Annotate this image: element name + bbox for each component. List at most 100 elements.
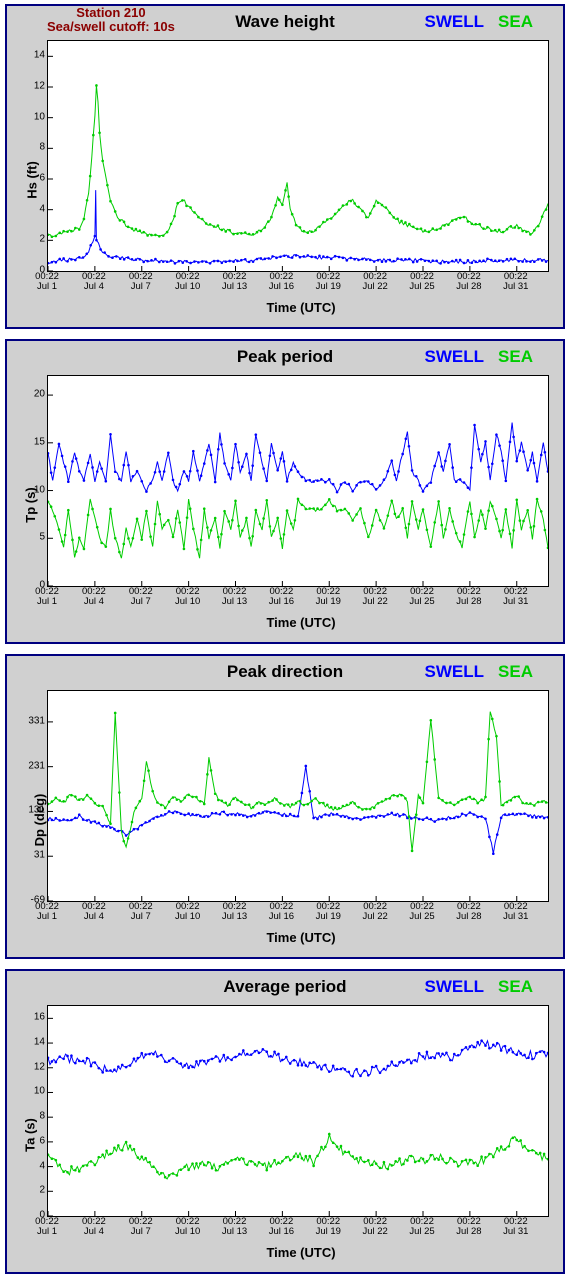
series-point-sea xyxy=(433,1158,436,1161)
series-point-swell xyxy=(336,813,339,816)
series-point-swell xyxy=(457,1054,460,1057)
series-point-sea xyxy=(347,512,350,515)
series-point-swell xyxy=(363,1069,366,1072)
series-point-sea xyxy=(138,800,141,803)
series-point-swell xyxy=(210,454,213,457)
series-point-sea xyxy=(419,796,422,799)
series-point-sea xyxy=(109,822,112,825)
series-point-sea xyxy=(336,510,339,513)
panel-wave-height: Station 210Sea/swell cutoff: 10sWave hei… xyxy=(5,4,565,329)
series-point-swell xyxy=(526,469,529,472)
series-point-sea xyxy=(422,1158,425,1161)
xtick-date: Jul 13 xyxy=(222,912,247,922)
series-point-sea xyxy=(287,195,290,198)
series-point-sea xyxy=(344,1151,347,1154)
xtick-date: Jul 7 xyxy=(129,912,153,922)
xtick-date: Jul 1 xyxy=(35,282,59,292)
series-point-swell xyxy=(301,1064,304,1067)
series-point-swell xyxy=(244,258,247,261)
series-point-swell xyxy=(168,1060,171,1063)
ytick: 131 xyxy=(21,805,45,816)
series-point-swell xyxy=(332,483,335,486)
series-point-swell xyxy=(357,259,360,262)
series-point-sea xyxy=(176,202,179,205)
series-point-sea xyxy=(98,131,101,134)
series-point-swell xyxy=(439,262,442,265)
series-point-sea xyxy=(467,220,470,223)
series-point-sea xyxy=(470,513,473,516)
series-point-sea xyxy=(89,175,92,178)
series-point-swell xyxy=(498,444,501,447)
series-point-swell xyxy=(401,453,404,456)
series-point-swell xyxy=(481,453,484,456)
series-point-sea xyxy=(301,503,304,506)
series-point-swell xyxy=(491,463,494,466)
series-point-swell xyxy=(523,1054,526,1057)
series-point-swell xyxy=(207,1059,210,1062)
series-point-swell xyxy=(66,1055,69,1058)
series-point-swell xyxy=(390,459,393,462)
series-point-sea xyxy=(480,1155,483,1158)
series-point-swell xyxy=(163,470,166,473)
series-point-swell xyxy=(246,1053,249,1056)
series-point-swell xyxy=(314,256,317,259)
titlebar: Average periodSWELLSEA xyxy=(7,971,563,1005)
series-point-swell xyxy=(51,1060,54,1063)
series-point-swell xyxy=(381,260,384,263)
series-point-sea xyxy=(430,545,433,548)
series-point-sea xyxy=(196,548,199,551)
series-point-swell xyxy=(203,462,206,465)
series-point-swell xyxy=(484,817,487,820)
series-point-sea xyxy=(363,522,366,525)
series-point-sea xyxy=(297,498,300,501)
series-point-sea xyxy=(244,231,247,234)
series-point-sea xyxy=(404,797,407,800)
xtick: 00:22Jul 31 xyxy=(503,587,528,607)
panel-peak-period: Peak periodSWELLSEATp (s)0510152000:22Ju… xyxy=(5,339,565,644)
series-point-sea xyxy=(148,1161,151,1164)
ytick: 2 xyxy=(21,1185,45,1196)
series-point-sea xyxy=(232,233,235,236)
series-point-sea xyxy=(535,1152,538,1155)
plot-area xyxy=(47,375,549,587)
series-point-sea xyxy=(220,533,223,536)
series-point-sea xyxy=(246,1163,249,1166)
series-point-sea xyxy=(355,513,358,516)
ytick: 31 xyxy=(21,850,45,861)
plot-area xyxy=(47,1005,549,1217)
series-point-sea xyxy=(383,527,386,530)
series-point-sea xyxy=(74,1169,77,1172)
series-point-swell xyxy=(355,817,358,820)
series-point-swell xyxy=(295,254,298,257)
series-point-swell xyxy=(305,1064,308,1067)
series-point-sea xyxy=(152,1165,155,1168)
series-point-swell xyxy=(426,816,429,819)
series-point-sea xyxy=(114,210,117,213)
xtick: 00:22Jul 1 xyxy=(35,902,59,922)
series-point-swell xyxy=(248,261,251,264)
titlebar: Peak directionSWELLSEA xyxy=(7,656,563,690)
series-point-sea xyxy=(186,516,189,519)
series-point-sea xyxy=(357,206,360,209)
series-point-sea xyxy=(379,519,382,522)
xtick: 00:22Jul 25 xyxy=(409,1217,434,1237)
series-point-swell xyxy=(440,465,443,468)
chart-title: Wave height xyxy=(235,12,335,32)
series-point-swell xyxy=(66,819,69,822)
series-point-swell xyxy=(455,259,458,262)
series-point-sea xyxy=(97,1156,100,1159)
series-point-swell xyxy=(203,1060,206,1063)
series-point-sea xyxy=(275,798,278,801)
series-point-swell xyxy=(408,258,411,261)
series-point-swell xyxy=(363,480,366,483)
xtick-date: Jul 31 xyxy=(503,1227,528,1237)
series-point-sea xyxy=(441,799,444,802)
xlabel: Time (UTC) xyxy=(47,930,555,949)
series-point-swell xyxy=(152,817,155,820)
series-point-sea xyxy=(473,536,476,539)
series-point-sea xyxy=(340,509,343,512)
series-point-swell xyxy=(170,259,173,262)
series-point-swell xyxy=(187,1067,190,1070)
series-point-swell xyxy=(168,810,171,813)
series-point-swell xyxy=(101,1071,104,1074)
